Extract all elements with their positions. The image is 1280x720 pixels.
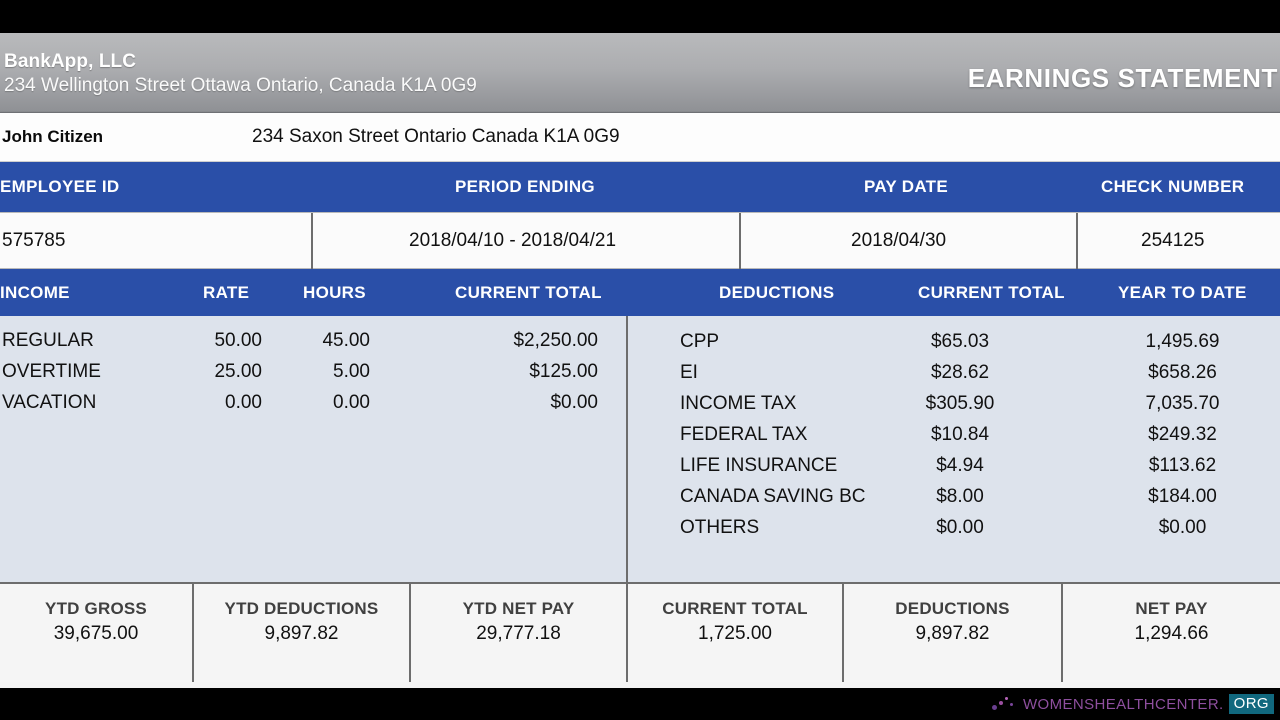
- company-name: BankApp, LLC: [4, 51, 137, 72]
- column-header-pay-date: PAY DATE: [864, 177, 948, 196]
- deduction-current-total: $8.00: [936, 486, 984, 507]
- summary-ytd-deductions: YTD DEDUCTIONS 9,897.82: [194, 598, 409, 647]
- income-hours: 0.00: [333, 392, 370, 413]
- deduction-current-total: $65.03: [930, 331, 990, 352]
- column-header-period-ending: PERIOD ENDING: [455, 177, 595, 196]
- earnings-deductions-body: REGULAR 50.00 45.00 $2,250.00 OVERTIME 2…: [0, 316, 1280, 584]
- deduction-label: CANADA SAVING BC: [680, 486, 866, 507]
- dots-icon: [991, 696, 1018, 712]
- column-header-deduction-current: CURRENT TOTAL: [918, 283, 1065, 302]
- company-address: 234 Wellington Street Ottawa Ontario, Ca…: [4, 75, 477, 96]
- column-divider: [311, 213, 313, 270]
- value-check-number: 254125: [1141, 230, 1205, 251]
- summary-ytd-net-pay: YTD NET PAY 29,777.18: [411, 598, 626, 647]
- watermark: WOMENSHEALTHCENTER. ORG: [991, 688, 1278, 720]
- deduction-current-total: $10.84: [930, 424, 990, 445]
- watermark-text: WOMENSHEALTHCENTER.: [1022, 695, 1224, 713]
- summary-value: 39,675.00: [53, 623, 139, 644]
- company-identity-block: BankApp, LLC 234 Wellington Street Ottaw…: [4, 51, 477, 99]
- column-header-deductions: DEDUCTIONS: [719, 283, 835, 302]
- column-divider: [1076, 213, 1078, 270]
- income-current-total: $2,250.00: [513, 330, 598, 351]
- summary-ytd-gross: YTD GROSS 39,675.00: [0, 598, 192, 647]
- deduction-label: CPP: [680, 331, 720, 352]
- earnings-statement-document: BankApp, LLC 234 Wellington Street Ottaw…: [0, 33, 1280, 688]
- summary-net-pay: NET PAY 1,294.66: [1063, 598, 1280, 647]
- value-period-ending: 2018/04/10 - 2018/04/21: [409, 230, 617, 251]
- deduction-year-to-date: 1,495.69: [1145, 331, 1220, 352]
- income-rate: 25.00: [214, 361, 262, 382]
- meta-values-row: 575785 2018/04/10 - 2018/04/21 2018/04/3…: [0, 212, 1280, 270]
- column-divider: [739, 213, 741, 270]
- summary-divider: [409, 584, 411, 682]
- value-pay-date: 2018/04/30: [851, 230, 947, 251]
- deduction-label: INCOME TAX: [680, 393, 797, 414]
- column-header-income: INCOME: [0, 283, 70, 302]
- deduction-year-to-date: $113.62: [1148, 455, 1217, 476]
- employee-info-row: John Citizen 234 Saxon Street Ontario Ca…: [0, 113, 1280, 162]
- income-hours: 5.00: [333, 361, 370, 382]
- deduction-year-to-date: $184.00: [1148, 486, 1217, 507]
- summary-value: 9,897.82: [264, 623, 339, 644]
- section-divider: [626, 316, 628, 584]
- column-header-income-current: CURRENT TOTAL: [455, 283, 602, 302]
- income-label: REGULAR: [2, 330, 94, 351]
- summary-current-total: CURRENT TOTAL 1,725.00: [628, 598, 842, 647]
- totals-summary-row: YTD GROSS 39,675.00 YTD DEDUCTIONS 9,897…: [0, 584, 1280, 682]
- summary-divider: [626, 584, 628, 682]
- column-header-check-number: CHECK NUMBER: [1101, 177, 1245, 196]
- deduction-year-to-date: 7,035.70: [1145, 393, 1220, 414]
- summary-label: DEDUCTIONS: [895, 599, 1010, 618]
- letterbox-bar-top: [0, 0, 1280, 33]
- deduction-current-total: $28.62: [930, 362, 990, 383]
- summary-label: NET PAY: [1135, 599, 1208, 618]
- income-current-total: $0.00: [550, 392, 598, 413]
- letterbox-bar-bottom: [0, 688, 1280, 720]
- deduction-label: EI: [680, 362, 698, 383]
- income-label: VACATION: [2, 392, 97, 413]
- column-header-employee-id: EMPLOYEE ID: [0, 177, 120, 196]
- summary-value: 1,294.66: [1134, 623, 1209, 644]
- summary-value: 9,897.82: [915, 623, 990, 644]
- deduction-year-to-date: $249.32: [1148, 424, 1217, 445]
- employee-address: 234 Saxon Street Ontario Canada K1A 0G9: [252, 126, 620, 147]
- deduction-label: LIFE INSURANCE: [680, 455, 838, 476]
- income-rate: 50.00: [214, 330, 262, 351]
- income-hours: 45.00: [322, 330, 370, 351]
- employee-name: John Citizen: [2, 127, 104, 146]
- watermark-org-badge: ORG: [1228, 694, 1274, 714]
- summary-divider: [842, 584, 844, 682]
- column-header-year-to-date: YEAR TO DATE: [1118, 283, 1247, 302]
- summary-label: YTD NET PAY: [462, 599, 575, 618]
- deduction-year-to-date: $0.00: [1158, 517, 1207, 538]
- meta-header-bar: EMPLOYEE ID PERIOD ENDING PAY DATE CHECK…: [0, 162, 1280, 212]
- income-current-total: $125.00: [529, 361, 598, 382]
- summary-deductions: DEDUCTIONS 9,897.82: [844, 598, 1061, 647]
- summary-label: YTD DEDUCTIONS: [224, 599, 379, 618]
- value-employee-id: 575785: [2, 230, 66, 251]
- deduction-year-to-date: $658.26: [1148, 362, 1217, 383]
- deduction-label: FEDERAL TAX: [680, 424, 808, 445]
- table-header-bar: INCOME RATE HOURS CURRENT TOTAL DEDUCTIO…: [0, 269, 1280, 316]
- column-header-hours: HOURS: [303, 283, 366, 302]
- deduction-current-total: $305.90: [925, 393, 995, 414]
- summary-value: 1,725.00: [698, 623, 772, 644]
- summary-divider: [192, 584, 194, 682]
- deduction-label: OTHERS: [680, 517, 760, 538]
- summary-label: CURRENT TOTAL: [662, 599, 808, 618]
- deduction-current-total: $4.94: [936, 455, 984, 476]
- summary-value: 29,777.18: [476, 623, 561, 644]
- summary-label: YTD GROSS: [45, 599, 147, 618]
- income-label: OVERTIME: [2, 361, 101, 382]
- column-header-rate: RATE: [203, 283, 250, 302]
- page-title: EARNINGS STATEMENT: [967, 63, 1278, 93]
- summary-divider: [1061, 584, 1063, 682]
- deduction-current-total: $0.00: [936, 517, 984, 538]
- company-header-band: BankApp, LLC 234 Wellington Street Ottaw…: [0, 33, 1280, 113]
- income-rate: 0.00: [225, 392, 262, 413]
